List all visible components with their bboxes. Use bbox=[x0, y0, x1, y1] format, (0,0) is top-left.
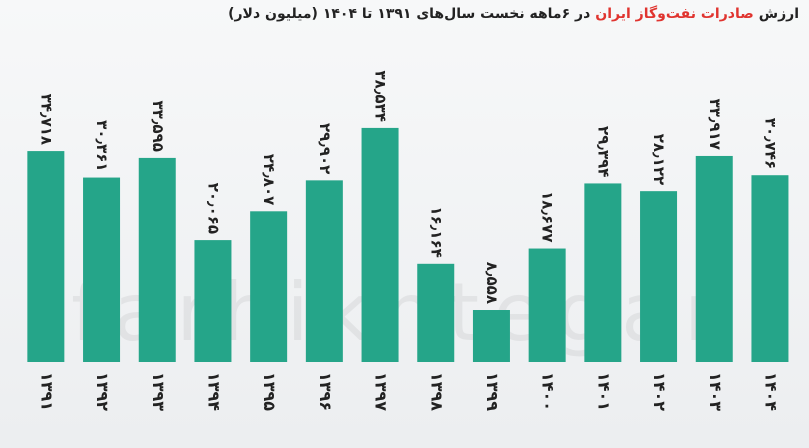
value-label: ۳۸٫۵۳۴ bbox=[372, 71, 390, 122]
value-label: ۲۰٫۰۶۵ bbox=[204, 183, 222, 234]
bar bbox=[250, 211, 288, 362]
value-label: ۳۰٫۳۶۱ bbox=[93, 120, 111, 171]
chart-title: ارزش صادرات نفت‌وگاز ایران در ۶ماهه نخست… bbox=[228, 6, 799, 22]
bar bbox=[361, 127, 399, 363]
value-label: ۸٫۵۵۸ bbox=[483, 262, 501, 304]
bar bbox=[305, 180, 343, 362]
value-label: ۲۹٫۹۰۲ bbox=[316, 123, 334, 174]
bar bbox=[528, 248, 566, 362]
value-label: ۳۴٫۷۱۸ bbox=[37, 94, 55, 145]
value-label: ۳۳٫۵۹۵ bbox=[149, 101, 167, 152]
value-label: ۲۹٫۳۹۴ bbox=[594, 126, 612, 177]
x-tick-label: ۱۳۹۶ bbox=[316, 372, 335, 411]
x-tick-label: ۱۳۹۹ bbox=[483, 372, 502, 411]
x-tick-label: ۱۳۹۵ bbox=[260, 372, 279, 411]
x-tick-label: ۱۴۰۲ bbox=[650, 372, 669, 411]
bar bbox=[472, 310, 510, 362]
bar bbox=[138, 157, 176, 362]
value-label: ۱۶٫۱۶۴ bbox=[427, 206, 445, 257]
title-highlight: صادرات نفت‌وگاز ایران bbox=[595, 6, 754, 22]
bar bbox=[640, 191, 678, 362]
value-label: ۳۰٫۷۴۶ bbox=[761, 118, 779, 169]
bar bbox=[584, 183, 622, 362]
bar bbox=[695, 155, 733, 362]
bar bbox=[27, 151, 65, 362]
title-part: ارزش bbox=[758, 6, 799, 22]
value-label: ۱۸٫۶۷۷ bbox=[539, 191, 557, 242]
x-tick-label: ۱۳۹۲ bbox=[93, 372, 112, 411]
value-label: ۲۴٫۸۰۷ bbox=[260, 154, 278, 205]
x-tick-label: ۱۳۹۸ bbox=[427, 372, 446, 411]
x-tick-label: ۱۳۹۳ bbox=[149, 372, 168, 411]
x-tick-label: ۱۳۹۴ bbox=[204, 372, 223, 411]
x-tick-label: ۱۴۰۰ bbox=[539, 372, 558, 411]
x-tick-label: ۱۳۹۱ bbox=[37, 372, 56, 411]
bar bbox=[194, 240, 232, 362]
value-label: ۲۸٫۱۲۲ bbox=[650, 134, 668, 185]
value-label: ۳۳٫۹۱۷ bbox=[706, 99, 724, 150]
x-tick-label: ۱۴۰۱ bbox=[594, 372, 613, 411]
title-part: در ۶ماهه نخست سال‌های ۱۳۹۱ تا ۱۴۰۴ (میلی… bbox=[228, 6, 591, 22]
bar bbox=[417, 263, 455, 362]
watermark: farhikhtegan bbox=[71, 266, 749, 359]
x-tick-label: ۱۳۹۷ bbox=[372, 372, 391, 411]
bar bbox=[751, 175, 789, 362]
bar bbox=[83, 177, 121, 362]
x-tick-label: ۱۴۰۳ bbox=[706, 372, 725, 411]
x-tick-label: ۱۴۰۴ bbox=[761, 372, 780, 411]
